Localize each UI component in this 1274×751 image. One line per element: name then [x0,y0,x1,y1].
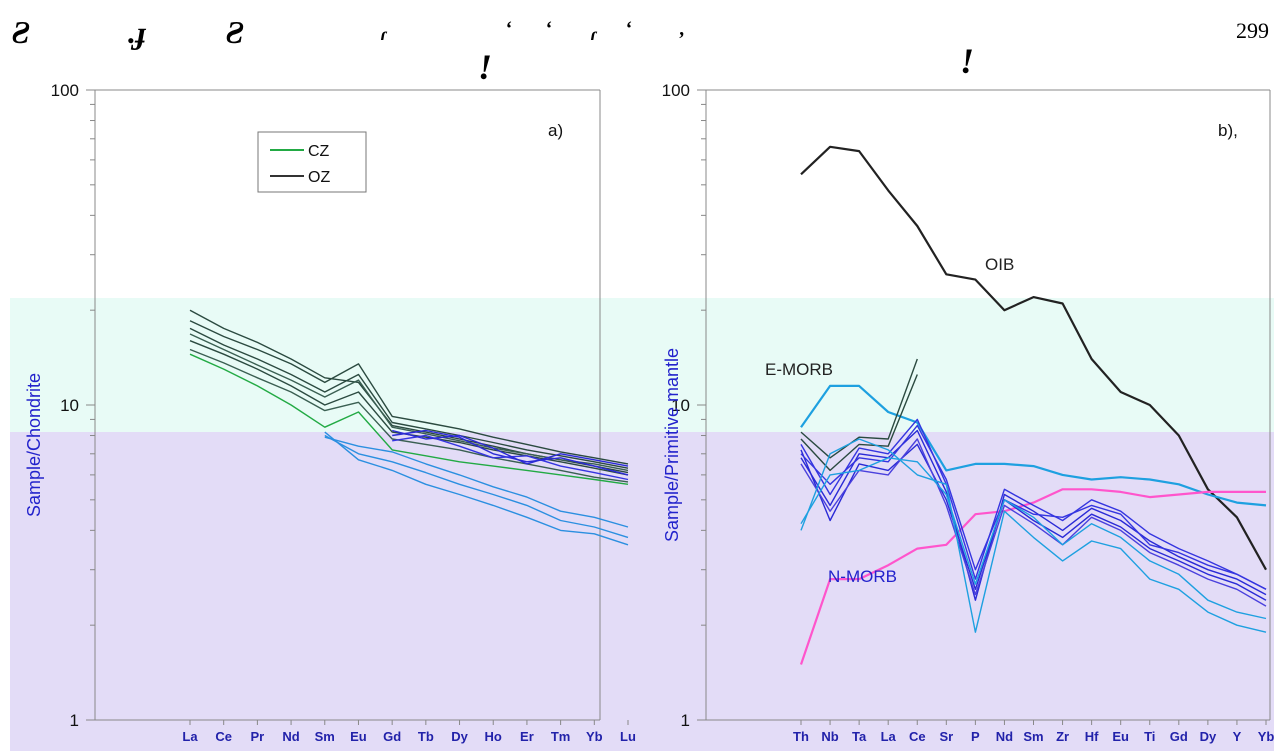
sample-line [800,358,918,459]
x-tick-label: Th [793,729,809,744]
lilac-overlay-band [10,432,1274,751]
x-tick-label: Tb [418,729,434,744]
x-tick-label: La [881,729,897,744]
n-morb-line [799,488,1266,665]
y-axis-label: Sample/Primitive mantle [662,348,682,542]
sample-line [189,348,629,483]
x-tick-label: Ho [485,729,502,744]
y-tick-label: 10 [671,396,690,415]
x-tick-label: Nb [821,729,838,744]
x-tick-label: Yb [586,729,603,744]
x-tick-label: Lu [620,729,636,744]
x-tick-label: Tm [551,729,571,744]
sample-line [189,333,629,472]
page-number: 299 [1236,18,1269,43]
x-tick-label: Eu [350,729,367,744]
sample-line [189,320,629,465]
x-tick-label: Nd [282,729,299,744]
y-tick-label: 1 [70,711,79,730]
header-mark-4: ɾ [380,24,388,44]
x-tick-label: P [971,729,980,744]
series-annotation: OIB [985,255,1014,274]
sample-line [800,438,1267,607]
x-tick-label: Pr [251,729,265,744]
x-tick-label: Ce [909,729,926,744]
cyan-overlay-band [10,298,1274,434]
series-annotation: E-MORB [765,360,833,379]
x-tick-label: La [182,729,198,744]
sample-line [800,424,1267,590]
header-mark-7: ɾ [590,24,598,44]
x-tick-label: Sm [315,729,335,744]
x-tick-label: Ce [215,729,232,744]
series-annotation: N-MORB [828,567,897,586]
sample-line [800,429,1267,601]
y-tick-label: 10 [60,396,79,415]
sample-line [800,438,1267,633]
x-tick-label: Nd [996,729,1013,744]
oib-line [800,145,1267,571]
header-mark-2: .ɟ [128,14,145,50]
y-tick-label: 1 [681,711,690,730]
x-tick-label: Dy [1200,729,1217,744]
x-tick-label: Sm [1023,729,1043,744]
header-mark-6: ʻ [545,18,552,40]
sample-line [392,434,629,481]
panel-a: 100 10 1 La Ce Pr Nd Sm Eu Gd Tb Dy Ho Er Tm Yb Lu Sample… [24,81,636,744]
legend-box [257,131,367,193]
y-tick-label: 100 [662,81,690,100]
x-tick-label: Sr [939,729,953,744]
sample-line [800,443,1267,601]
header-mark-3: Ƨ [226,14,244,50]
x-tick-label: Gd [383,729,401,744]
header-mark-10: ǃ [478,47,493,87]
x-tick-label: Y [1233,729,1242,744]
header-mark-8: ʻ [625,18,632,40]
legend-label: OZ [308,169,330,186]
sample-line [392,429,629,476]
sample-line [800,457,1267,620]
header-mark-9: , [680,18,685,40]
x-tick-label: Dy [451,729,468,744]
x-tick-label: Er [520,729,534,744]
y-axis-label: Sample/Chondrite [24,373,44,517]
sample-line [800,418,1267,590]
header-mark-5: ʻ [505,18,512,40]
sample-line [189,309,629,474]
x-tick-label: Ta [852,729,867,744]
x-tick-label: Yb [1258,729,1274,744]
legend-label: CZ [308,143,330,160]
x-tick-label: Eu [1112,729,1129,744]
panel-label: a) [548,121,563,140]
sample-line [189,353,629,485]
panel-label: b), [1218,121,1238,140]
x-tick-label: Zr [1056,729,1069,744]
x-tick-label: Gd [1170,729,1188,744]
sample-line [324,436,629,528]
e-morb-line [800,384,1267,507]
sample-line [324,434,629,539]
x-tick-label: Hf [1085,729,1099,744]
sample-line [324,431,629,546]
sample-line [800,374,918,472]
y-tick-label: 100 [51,81,79,100]
panel-b: 100 10 1 Th Nb Ta La Ce Sr P Nd Sm Zr Hf Eu Ti Gd Dy Y Yb Sa… [662,81,1274,744]
header-mark-11: ǃ [960,41,975,81]
sample-line [392,429,629,467]
header-mark-1: Ƨ [12,14,30,50]
x-tick-label: Ti [1144,729,1155,744]
